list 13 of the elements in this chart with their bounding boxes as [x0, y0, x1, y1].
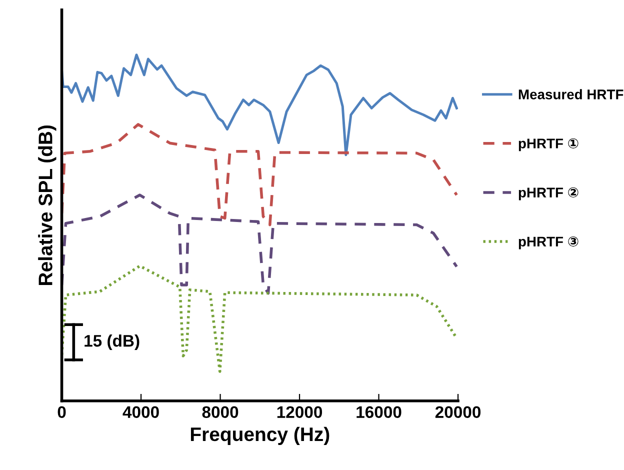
x-tick-label: 0 [58, 406, 66, 418]
y-axis-title: Relative SPL (dB) [38, 125, 56, 285]
legend-label: Measured HRTF [518, 89, 624, 100]
legend-label: pHRTF ③ [518, 236, 578, 250]
x-tick-label: 16000 [356, 406, 402, 418]
x-tick-label: 4000 [122, 406, 159, 418]
annotation: 15 (dB) [84, 334, 140, 350]
x-tick-label: 12000 [277, 406, 322, 418]
legend-label: pHRTF ② [518, 187, 578, 200]
x-axis-title: Frequency (Hz) [190, 426, 330, 445]
legend-label: pHRTF ① [518, 138, 578, 152]
x-tick-label: 8000 [202, 406, 238, 418]
x-tick-label: 20000 [435, 406, 481, 418]
